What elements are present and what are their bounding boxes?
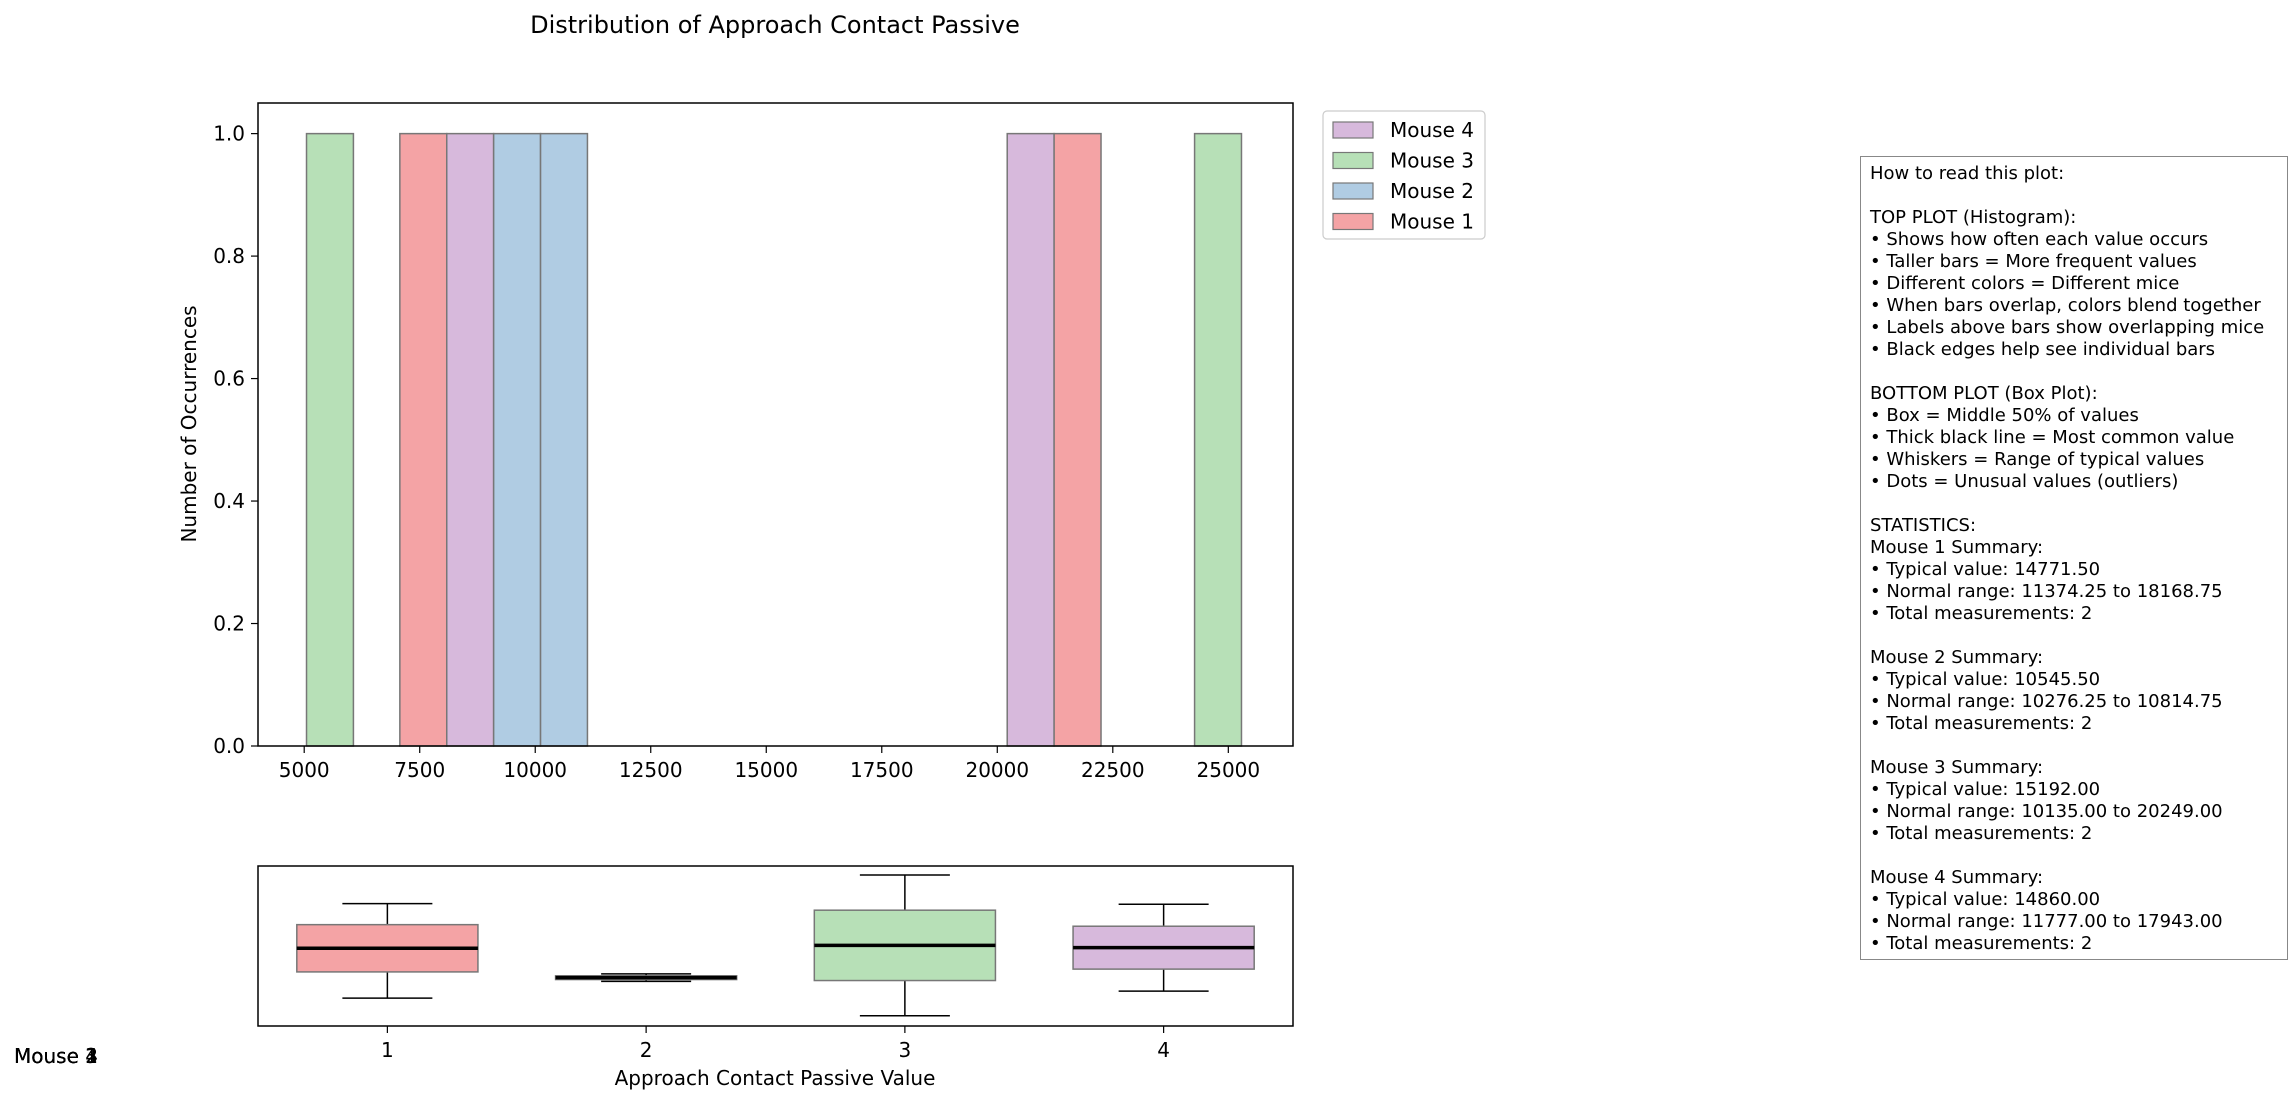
- info-line: How to read this plot:: [1870, 163, 2065, 184]
- y-tick-label: 0.4: [213, 489, 245, 513]
- info-line: • Total measurements: 2: [1870, 823, 2093, 844]
- legend-swatch: [1332, 151, 1374, 170]
- legend: Mouse 4 Mouse 3 Mouse 2 Mouse 1: [1322, 110, 1486, 240]
- legend-swatch: [1332, 121, 1374, 139]
- info-line: • Labels above bars show overlapping mic…: [1870, 317, 2265, 338]
- chart-title: Distribution of Approach Contact Passive: [530, 11, 1020, 39]
- boxplot-panel: [296, 874, 1255, 1017]
- info-line: • Normal range: 11374.25 to 18168.75: [1870, 581, 2223, 602]
- boxplot-frame: [257, 865, 1294, 1027]
- histogram-x-ticks: 5000 7500 10000 12500 15000 17500 20000 22500 25…: [279, 746, 1260, 782]
- box-x-tick-label: 2: [640, 1038, 653, 1062]
- stray-label: Mouse 3: [14, 1044, 98, 1068]
- histogram-y-ticks: 0.0 0.2 0.4 0.6 0.8 1.0: [213, 122, 258, 758]
- histogram-panel: [305, 132, 1243, 747]
- info-line: • Total measurements: 2: [1870, 713, 2093, 734]
- stray-label: Mouse 1: [14, 1044, 98, 1068]
- info-line: • Different colors = Different mice: [1870, 273, 2180, 294]
- info-line: • Typical value: 10545.50: [1870, 669, 2101, 690]
- box-3: [813, 874, 997, 1017]
- histogram-bar: [539, 132, 589, 747]
- info-line: [1870, 493, 2287, 515]
- legend-label: Mouse 1: [1390, 210, 1474, 234]
- info-line: • Dots = Unusual values (outliers): [1870, 471, 2179, 492]
- legend-swatch: [1332, 182, 1374, 200]
- info-line: • Thick black line = Most common value: [1870, 427, 2235, 448]
- histogram-frame: [257, 102, 1294, 747]
- info-line: • Typical value: 14771.50: [1870, 559, 2101, 580]
- x-tick-label: 17500: [850, 758, 914, 782]
- info-line: [1870, 735, 2287, 757]
- x-tick-label: 22500: [1081, 758, 1145, 782]
- histogram-y-axis-label: Number of Occurrences: [177, 305, 201, 542]
- box-1: [296, 902, 479, 999]
- info-line: • Taller bars = More frequent values: [1870, 251, 2197, 272]
- info-line: • When bars overlap, colors blend togeth…: [1870, 295, 2261, 316]
- info-line: [1870, 361, 2287, 383]
- x-tick-label: 5000: [279, 758, 330, 782]
- box-x-tick-label: 1: [381, 1038, 394, 1062]
- info-box: How to read this plot: TOP PLOT (Histogra…: [1860, 156, 2288, 960]
- info-line: • Total measurements: 2: [1870, 933, 2093, 954]
- histogram-bar: [399, 132, 448, 747]
- info-line: • Whiskers = Range of typical values: [1870, 449, 2205, 470]
- info-line: • Total measurements: 2: [1870, 603, 2093, 624]
- stray-label: Mouse 4: [14, 1044, 98, 1068]
- legend-label: Mouse 3: [1390, 149, 1474, 173]
- info-line: BOTTOM PLOT (Box Plot):: [1870, 383, 2098, 404]
- info-line: • Normal range: 10135.00 to 20249.00: [1870, 801, 2223, 822]
- info-line: • Box = Middle 50% of values: [1870, 405, 2139, 426]
- info-line: • Normal range: 10276.25 to 10814.75: [1870, 691, 2223, 712]
- y-tick-label: 0.6: [213, 367, 245, 391]
- histogram-bar: [445, 132, 495, 747]
- y-tick-label: 0.8: [213, 244, 245, 268]
- y-tick-label: 0.2: [213, 612, 245, 636]
- info-line: [1870, 845, 2287, 867]
- legend-label: Mouse 2: [1390, 179, 1474, 203]
- x-tick-label: 10000: [503, 758, 567, 782]
- histogram-bar: [1053, 132, 1102, 747]
- boxplot-x-ticks: 1 2 3 4: [381, 1026, 1170, 1062]
- info-line: Mouse 4 Summary:: [1870, 867, 2044, 888]
- info-line: STATISTICS:: [1870, 515, 1977, 536]
- box-x-tick-label: 3: [899, 1038, 912, 1062]
- y-tick-label: 1.0: [213, 122, 245, 146]
- x-tick-label: 15000: [734, 758, 798, 782]
- info-line: [1870, 625, 2287, 647]
- legend-swatch: [1332, 212, 1374, 231]
- legend-label: Mouse 4: [1390, 118, 1474, 142]
- x-tick-label: 12500: [619, 758, 683, 782]
- info-line: • Typical value: 14860.00: [1870, 889, 2101, 910]
- y-tick-label: 0.0: [213, 734, 245, 758]
- histogram-bar: [1193, 132, 1243, 747]
- info-line: • Typical value: 15192.00: [1870, 779, 2101, 800]
- box-4: [1072, 903, 1255, 992]
- info-line: • Shows how often each value occurs: [1870, 229, 2209, 250]
- info-line: Mouse 2 Summary:: [1870, 647, 2044, 668]
- info-line: Mouse 3 Summary:: [1870, 757, 2044, 778]
- box-2: [554, 973, 738, 983]
- x-tick-label: 25000: [1197, 758, 1261, 782]
- x-tick-label: 7500: [394, 758, 445, 782]
- info-line: • Black edges help see individual bars: [1870, 339, 2216, 360]
- info-line: • Normal range: 11777.00 to 17943.00: [1870, 911, 2223, 932]
- info-line: Mouse 1 Summary:: [1870, 537, 2044, 558]
- boxplot-x-axis-label: Approach Contact Passive Value: [615, 1066, 936, 1090]
- histogram-bar: [305, 132, 355, 747]
- box-x-tick-label: 4: [1157, 1038, 1170, 1062]
- histogram-bar: [492, 132, 542, 747]
- x-tick-label: 20000: [965, 758, 1029, 782]
- histogram-bar: [1006, 132, 1055, 747]
- info-line: TOP PLOT (Histogram):: [1870, 207, 2077, 228]
- info-line: [1870, 185, 2287, 207]
- stray-label: Mouse 2: [14, 1044, 98, 1068]
- legend-frame: [1322, 110, 1486, 240]
